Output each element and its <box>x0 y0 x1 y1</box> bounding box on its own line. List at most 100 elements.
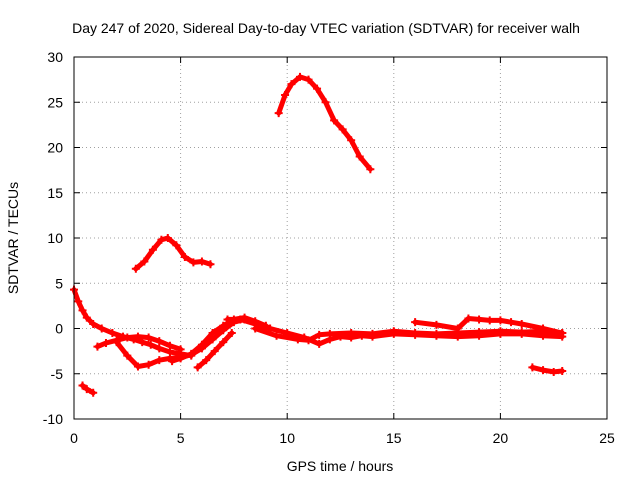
data-point <box>197 340 206 349</box>
data-point <box>123 333 132 342</box>
data-point <box>295 72 304 81</box>
data-point <box>180 253 189 262</box>
y-tick-label: 10 <box>47 230 63 246</box>
data-point <box>347 136 356 145</box>
data-point <box>251 324 260 333</box>
data-point <box>517 328 526 337</box>
data-point <box>112 338 121 347</box>
data-point <box>475 328 484 337</box>
series-layer <box>70 72 567 397</box>
y-tick-label: -10 <box>43 411 63 427</box>
grid-layer <box>74 57 607 419</box>
data-point <box>197 257 206 266</box>
x-tick-label: 5 <box>177 430 185 446</box>
data-point <box>140 257 149 266</box>
plot-frame <box>73 56 608 420</box>
data-point <box>168 357 177 366</box>
data-point <box>549 367 558 376</box>
data-point <box>272 331 281 340</box>
data-point <box>325 329 334 338</box>
series-arc-low-start <box>78 381 98 397</box>
data-point <box>144 360 153 369</box>
data-point <box>432 320 441 329</box>
data-point <box>368 329 377 338</box>
data-point <box>558 329 567 338</box>
data-point <box>163 234 172 242</box>
data-point <box>366 165 375 174</box>
data-point <box>274 109 283 118</box>
data-point <box>131 264 140 273</box>
y-tick-label: 30 <box>47 49 63 65</box>
data-point <box>464 314 473 323</box>
data-point <box>485 316 494 325</box>
data-point <box>82 385 91 394</box>
x-axis-label: GPS time / hours <box>287 458 394 474</box>
data-point <box>355 152 364 161</box>
data-point <box>208 329 217 338</box>
series-arc-late-low <box>528 363 567 376</box>
data-point <box>157 235 166 244</box>
data-point <box>123 351 132 360</box>
data-point <box>304 336 313 345</box>
series-line <box>133 235 213 272</box>
data-point <box>330 116 339 125</box>
data-point <box>189 258 198 267</box>
series-arc-hump-10 <box>131 234 215 273</box>
data-point <box>293 335 302 344</box>
data-point <box>528 363 537 372</box>
series-arc-mid-2 <box>193 329 236 372</box>
data-point <box>539 324 548 333</box>
series-arc-late-upper <box>411 314 567 338</box>
data-point <box>411 318 420 327</box>
data-point <box>558 367 567 376</box>
x-tick-label: 25 <box>599 430 615 446</box>
y-tick-label: 5 <box>55 275 63 291</box>
data-point <box>78 381 87 390</box>
series-arc-peak-28 <box>274 72 375 174</box>
x-tick-label: 0 <box>70 430 78 446</box>
data-point <box>219 338 228 347</box>
data-point <box>236 315 245 324</box>
data-point <box>202 356 211 365</box>
data-point <box>144 333 153 342</box>
data-point <box>347 329 356 338</box>
data-point <box>206 260 215 269</box>
data-point <box>89 388 98 397</box>
data-point <box>223 315 232 324</box>
data-point <box>227 329 236 338</box>
data-point <box>210 347 219 356</box>
data-point <box>315 339 324 348</box>
y-tick-label: 25 <box>47 94 63 110</box>
data-point <box>496 316 505 325</box>
data-point <box>101 338 110 347</box>
data-point <box>187 349 196 358</box>
data-point <box>97 324 106 333</box>
data-point <box>193 363 202 372</box>
data-point <box>172 241 181 250</box>
data-point <box>155 344 164 353</box>
data-point <box>338 125 347 134</box>
data-point <box>389 327 398 336</box>
data-point <box>133 332 142 341</box>
data-point <box>176 345 185 354</box>
data-point <box>321 98 330 107</box>
data-point <box>304 75 313 84</box>
data-point <box>82 313 91 322</box>
data-point <box>496 327 505 336</box>
series-line <box>276 74 373 172</box>
data-point <box>176 354 185 363</box>
data-point <box>155 337 164 346</box>
data-point <box>89 319 98 328</box>
y-tick-label: -5 <box>51 366 64 382</box>
x-tick-label: 15 <box>386 430 402 446</box>
y-tick-label: 0 <box>55 321 63 337</box>
data-point <box>539 366 548 375</box>
data-point <box>411 329 420 338</box>
y-tick-label: 20 <box>47 140 63 156</box>
data-point <box>432 329 441 338</box>
y-axis-label: SDTVAR / TECUs <box>5 182 21 294</box>
data-point <box>165 341 174 350</box>
data-point <box>146 340 155 349</box>
data-point <box>517 319 526 328</box>
